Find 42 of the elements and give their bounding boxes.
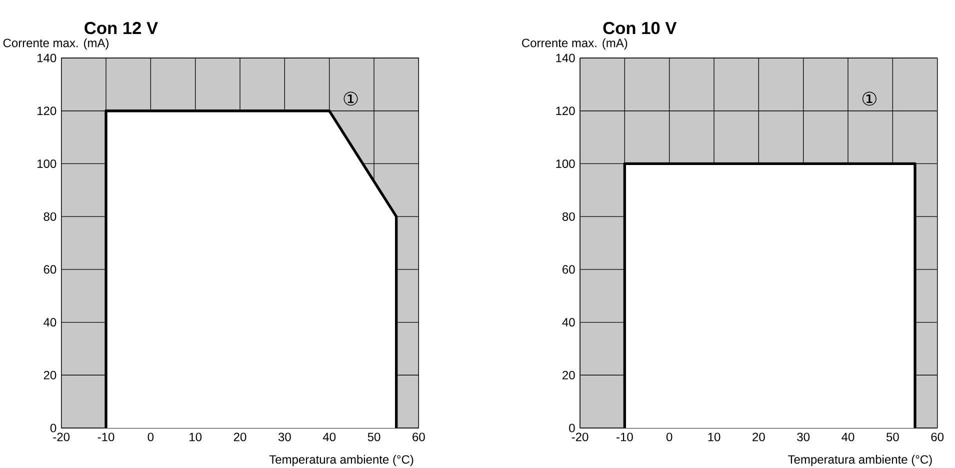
y-tick-label: 100 — [38, 159, 56, 168]
y-axis-title: Corrente max. (mA) — [522, 38, 628, 50]
x-tick-label: 20 — [234, 432, 246, 442]
x-axis-title: Temperatura ambiente (°C) — [788, 454, 932, 466]
x-tick-label: 50 — [886, 432, 899, 442]
y-tick-label: 60 — [44, 265, 56, 274]
y-tick-label: 140 — [556, 54, 575, 62]
x-tick-label: 30 — [797, 432, 810, 442]
y-tick-label: 20 — [44, 370, 56, 380]
x-tick-label: -10 — [98, 432, 114, 442]
x-tick-label: 60 — [931, 432, 944, 442]
y-tick-label: 100 — [556, 159, 575, 168]
y-tick-label: 120 — [38, 106, 56, 116]
x-tick-label: 50 — [368, 432, 380, 442]
x-tick-label: 10 — [190, 432, 202, 442]
y-tick-label: 40 — [562, 318, 575, 327]
y-tick-label: 0 — [50, 424, 56, 432]
y-tick-label: 20 — [562, 370, 575, 380]
x-tick-label: -20 — [572, 432, 588, 442]
y-tick-label: 120 — [556, 106, 575, 116]
x-axis-title: Temperatura ambiente (°C) — [269, 454, 414, 466]
annotation: ① — [862, 92, 876, 106]
x-tick-label: -20 — [53, 432, 70, 442]
x-tick-label: 0 — [666, 432, 672, 442]
y-tick-label: 80 — [562, 212, 575, 221]
y-tick-label: 0 — [569, 424, 575, 432]
x-tick-label: 0 — [148, 432, 154, 442]
x-tick-label: 20 — [752, 432, 765, 442]
y-tick-label: 80 — [44, 212, 56, 221]
chart-title: Con 10 V — [603, 22, 677, 34]
x-tick-label: 40 — [842, 432, 854, 442]
x-tick-label: 10 — [708, 432, 720, 442]
chart-title: Con 12 V — [84, 22, 158, 34]
x-tick-label: 60 — [412, 432, 425, 442]
x-tick-label: -10 — [616, 432, 633, 442]
y-tick-label: 40 — [44, 318, 56, 327]
x-tick-label: 30 — [278, 432, 291, 442]
y-tick-label: 60 — [562, 265, 575, 274]
annotation: ① — [344, 92, 358, 106]
x-tick-label: 40 — [322, 432, 336, 442]
y-tick-label: 140 — [38, 54, 56, 62]
y-axis-title: Corrente max. (mA) — [3, 38, 108, 50]
